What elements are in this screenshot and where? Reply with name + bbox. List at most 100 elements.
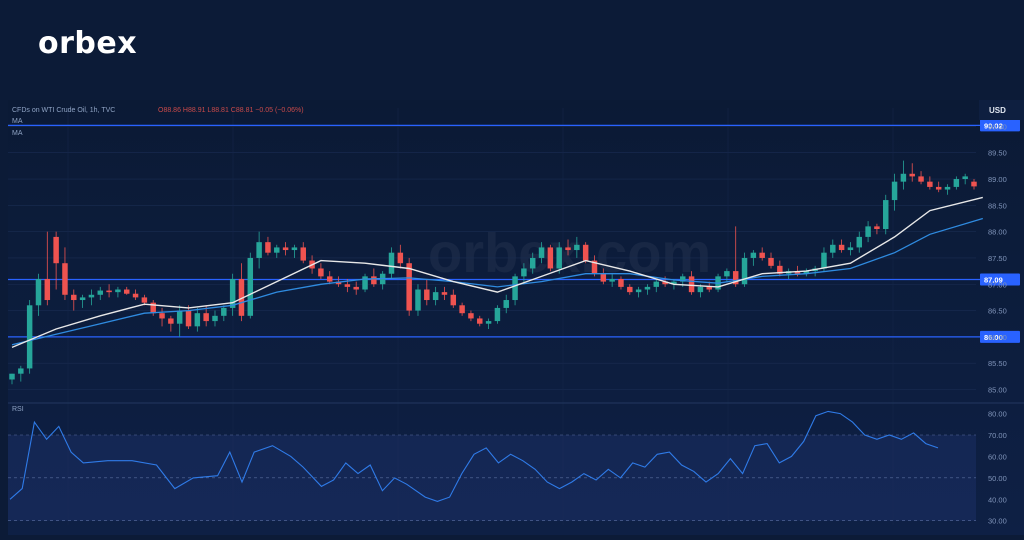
- candle-body: [388, 252, 395, 274]
- rsi-tick-label: 70.00: [988, 431, 1007, 440]
- symbol-legend: CFDs on WTI Crude Oil, 1h, TVC: [12, 107, 115, 114]
- candle-body: [247, 257, 254, 316]
- candle-body: [927, 181, 933, 187]
- horizontal-levels[interactable]: 90.02 87.09 86.00: [8, 119, 1020, 343]
- candle-body: [847, 247, 854, 251]
- candle-body: [688, 276, 695, 293]
- candle-body: [150, 302, 156, 314]
- candle-body: [644, 286, 651, 290]
- candle-body: [768, 257, 774, 266]
- currency-label: USD: [989, 106, 1006, 115]
- candle-body: [300, 247, 306, 261]
- candle-body: [574, 244, 580, 251]
- candle-body: [415, 289, 421, 311]
- candle-body: [600, 273, 607, 282]
- ma2-legend: MA: [12, 130, 23, 137]
- candle-body: [856, 236, 863, 248]
- candle-body: [371, 276, 377, 285]
- price-tick-label: 89.50: [988, 149, 1007, 158]
- candle-body: [671, 281, 677, 285]
- candle-body: [830, 244, 836, 253]
- candle-body: [221, 307, 227, 316]
- candle-body: [838, 244, 845, 251]
- candle-body: [71, 294, 77, 301]
- candle-body: [777, 265, 783, 274]
- candle-body: [406, 263, 412, 311]
- rsi-tick-label: 40.00: [988, 495, 1007, 504]
- candle-body: [450, 294, 457, 306]
- candle-body: [547, 247, 554, 269]
- candle-body: [662, 281, 668, 285]
- candle-body: [962, 176, 968, 180]
- candle-body: [141, 297, 148, 303]
- candle-body: [459, 305, 465, 314]
- price-tick-label: 90.00: [988, 122, 1007, 131]
- candle-body: [432, 292, 439, 301]
- candle-body: [529, 257, 536, 269]
- candle-body: [9, 373, 15, 380]
- candle-body: [53, 236, 59, 264]
- candle-body: [238, 278, 245, 316]
- candle-body: [97, 290, 103, 295]
- candle-body: [821, 252, 827, 269]
- candle-body: [265, 242, 271, 253]
- candle-body: [44, 278, 51, 301]
- candle-body: [794, 271, 801, 274]
- candle-body: [335, 281, 342, 285]
- candle-body: [724, 271, 730, 277]
- candle-body: [274, 247, 280, 253]
- candle-body: [609, 278, 615, 282]
- candle-body: [485, 321, 492, 324]
- candle-body: [468, 313, 474, 319]
- candle-body: [362, 276, 368, 290]
- candle-body: [353, 286, 359, 290]
- candle-body: [132, 293, 139, 298]
- candle-body: [159, 313, 165, 319]
- price-tick-label: 88.50: [988, 201, 1007, 210]
- price-axis[interactable]: 85.00 85.50 86.00 86.50 87.00 87.50 88.00 88.50…: [988, 122, 1007, 525]
- candle-body: [900, 173, 907, 182]
- price-tick-label: 85.50: [988, 359, 1007, 368]
- candle-body: [88, 294, 95, 298]
- rsi-tick-label: 80.00: [988, 410, 1007, 419]
- chart-panel[interactable]: orbex.com 90.02 87.09 86.00 85.00 85.50 86.0…: [8, 100, 1024, 535]
- candle-body: [556, 247, 562, 269]
- price-tick-label: 87.50: [988, 254, 1007, 263]
- candle-body: [944, 186, 951, 190]
- ma-fast-line: [11, 196, 983, 349]
- candle-body: [62, 263, 68, 295]
- candle-body: [521, 268, 527, 277]
- candle-body: [291, 247, 298, 251]
- level-label: 87.09: [984, 276, 1003, 285]
- level-label: 90.02: [984, 121, 1003, 130]
- ohlc-legend: O88.86 H88.91 L88.81 C88.81 −0.05 (−0.06…: [158, 107, 304, 114]
- candle-body: [106, 290, 112, 293]
- candle-body: [909, 173, 915, 177]
- level-label-box: [980, 330, 1020, 343]
- rsi-legend: RSI: [12, 406, 24, 413]
- candle-body: [741, 257, 748, 285]
- candle-body: [680, 276, 686, 282]
- candle-body: [176, 310, 183, 324]
- rsi-tick-label: 30.00: [988, 517, 1007, 526]
- candle-body: [18, 368, 24, 374]
- candle-body: [618, 278, 624, 287]
- candle-body: [582, 244, 589, 261]
- price-tick-label: 86.00: [988, 333, 1007, 342]
- candle-body: [803, 271, 810, 274]
- level-label-box: [980, 119, 1020, 132]
- ma1-legend: MA: [12, 118, 23, 125]
- price-chart-svg[interactable]: orbex.com 90.02 87.09 86.00 85.00 85.50 86.0…: [8, 100, 1024, 535]
- candle-body: [697, 286, 704, 293]
- rsi-tick-label: 50.00: [988, 474, 1007, 483]
- candle-body: [874, 226, 880, 230]
- candle-body: [591, 260, 598, 274]
- candle-body: [503, 300, 509, 308]
- candle-body: [627, 286, 633, 293]
- candle-body: [185, 310, 192, 327]
- candle-body: [935, 186, 942, 190]
- price-tick-label: 85.00: [988, 385, 1007, 394]
- candle-body: [477, 318, 483, 324]
- candle-body: [203, 313, 209, 322]
- candle-body: [865, 226, 871, 237]
